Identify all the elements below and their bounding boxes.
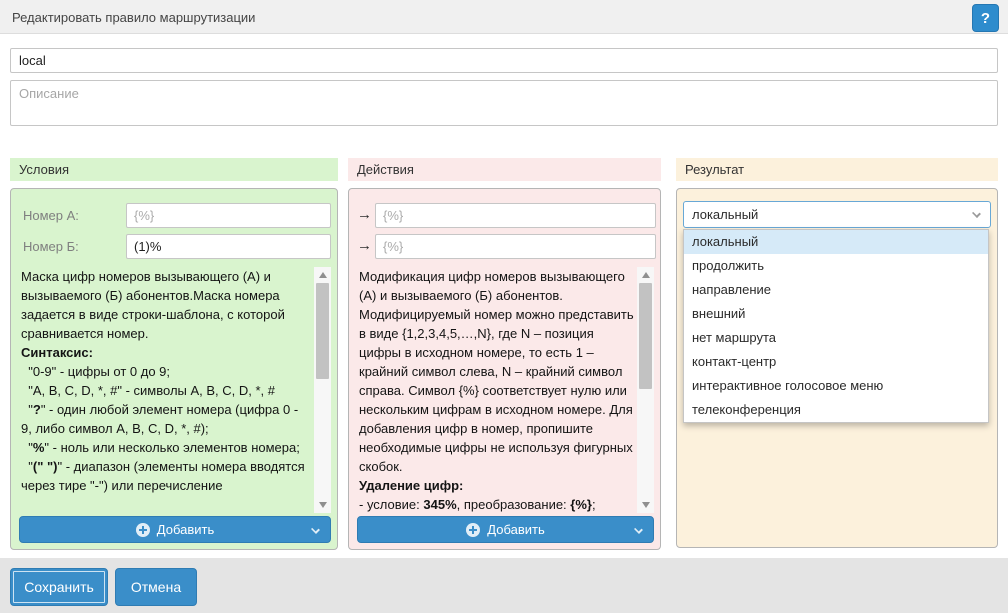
cancel-button[interactable]: Отмена (115, 568, 197, 606)
add-condition-button[interactable]: Добавить (19, 516, 331, 543)
actions-panel: → → Модификация цифр номеров вызывающего… (348, 188, 661, 550)
title-bar: Редактировать правило маршрутизации ? (0, 0, 1008, 34)
actions-help-box: Модификация цифр номеров вызывающего (А)… (357, 267, 654, 513)
conditions-column-header: Условия (10, 158, 338, 181)
conditions-panel: Номер А: Номер Б: Маска цифр номеров выз… (10, 188, 338, 550)
arrow-right-icon: → (357, 206, 372, 223)
result-select[interactable]: локальный (683, 201, 991, 228)
result-column-header: Результат (676, 158, 998, 181)
number-b-input[interactable] (126, 234, 331, 259)
add-condition-label: Добавить (156, 522, 215, 537)
actions-scrollbar[interactable] (637, 267, 654, 513)
modify-number-a-input[interactable] (375, 203, 656, 228)
conditions-help-box: Маска цифр номеров вызывающего (А) и выз… (19, 267, 331, 513)
result-option[interactable]: продолжить (692, 258, 765, 273)
add-action-button[interactable]: Добавить (357, 516, 654, 543)
scrollbar-thumb[interactable] (316, 283, 329, 379)
rule-name-input[interactable] (10, 48, 998, 73)
scroll-up-icon[interactable] (319, 272, 327, 278)
result-option[interactable]: интерактивное голосовое меню (692, 378, 884, 393)
number-a-label: Номер А: (23, 208, 79, 223)
chevron-down-icon (972, 209, 981, 218)
number-b-label: Номер Б: (23, 239, 79, 254)
scroll-down-icon[interactable] (319, 502, 327, 508)
result-option[interactable]: локальный (684, 230, 988, 254)
result-option[interactable]: нет маршрута (692, 330, 776, 345)
result-selected-value: локальный (692, 207, 759, 222)
modify-number-b-input[interactable] (375, 234, 656, 259)
result-option[interactable]: направление (692, 282, 772, 297)
plus-icon (466, 522, 481, 537)
conditions-scrollbar[interactable] (314, 267, 331, 513)
scroll-down-icon[interactable] (642, 502, 650, 508)
plus-icon (135, 522, 150, 537)
result-panel: локальный локальный продолжить направление… (676, 188, 998, 548)
result-dropdown-list: локальный продолжить направление внешний нет… (683, 229, 989, 423)
scroll-up-icon[interactable] (642, 272, 650, 278)
actions-column-header: Действия (348, 158, 661, 181)
arrow-right-icon: → (357, 237, 372, 254)
page-title: Редактировать правило маршрутизации (12, 10, 256, 25)
result-option[interactable]: контакт-центр (692, 354, 777, 369)
chevron-down-icon (634, 525, 643, 534)
add-action-label: Добавить (487, 522, 545, 537)
conditions-help-text: Маска цифр номеров вызывающего (А) и выз… (21, 269, 309, 493)
scrollbar-thumb[interactable] (639, 283, 652, 389)
footer-bar: Сохранить Отмена (0, 558, 1008, 613)
result-option[interactable]: телеконференция (692, 402, 801, 417)
number-a-input[interactable] (126, 203, 331, 228)
result-option[interactable]: внешний (692, 306, 746, 321)
help-button[interactable]: ? (972, 4, 999, 32)
chevron-down-icon (311, 525, 320, 534)
description-textarea[interactable] (10, 80, 998, 126)
save-button[interactable]: Сохранить (10, 568, 108, 606)
actions-help-text: Модификация цифр номеров вызывающего (А)… (359, 269, 634, 512)
